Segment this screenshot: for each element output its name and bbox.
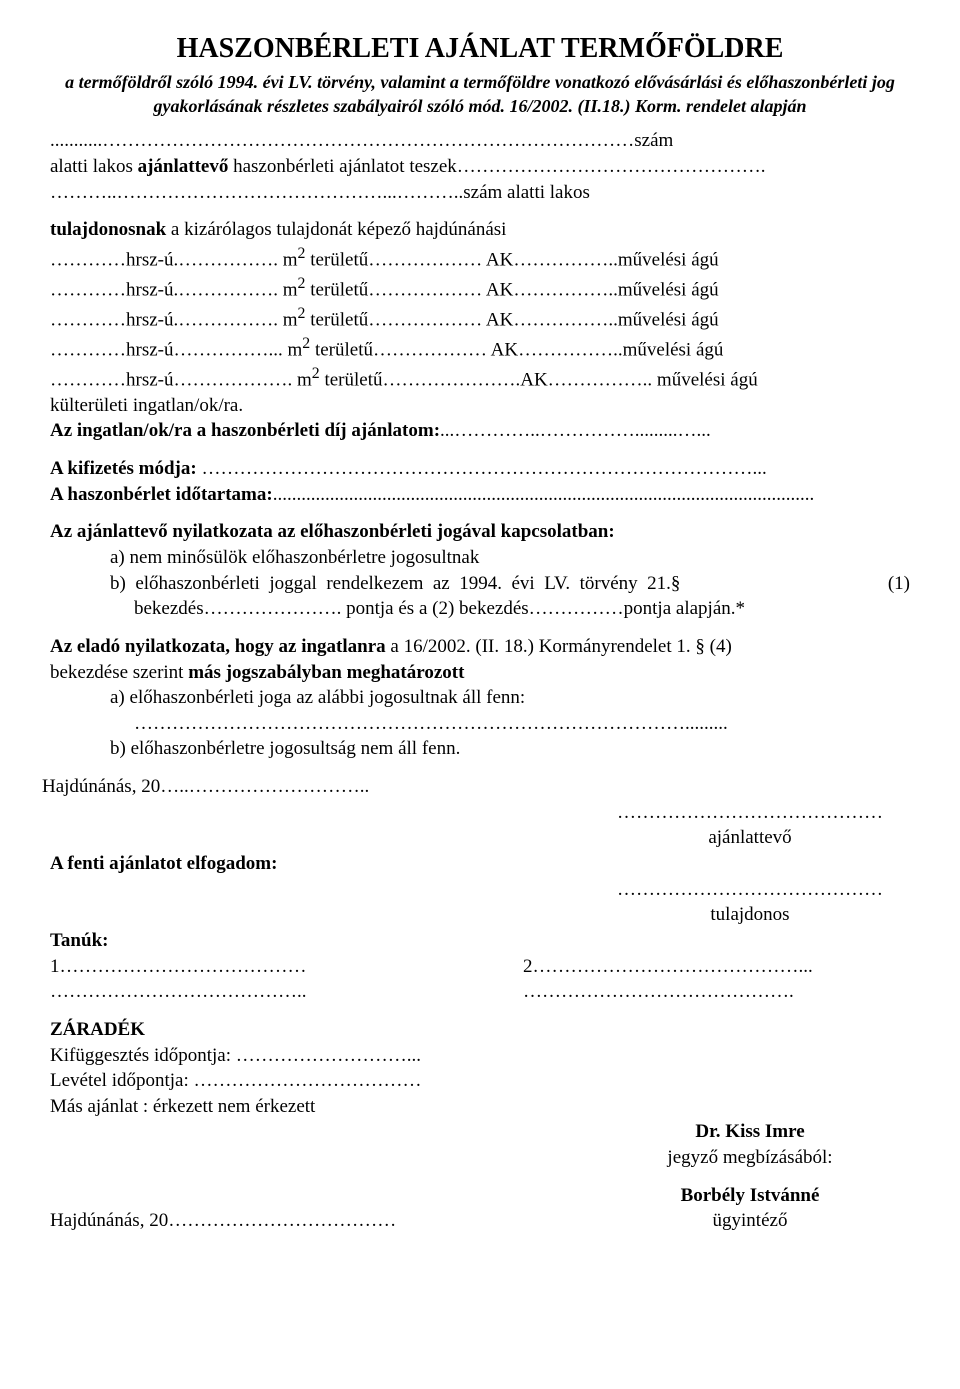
text-fragment: alatti lakos — [50, 156, 138, 177]
line-tulajdonos: tulajdonosnak a kizárólagos tulajdonát k… — [50, 217, 910, 243]
signature-ugyintezo: Borbély Istvánné ügyintéző — [590, 1183, 910, 1234]
text-fragment: területű……………… AK……………..művelési ágú — [305, 309, 718, 330]
text-fragment: területű………………….AK…………….. művelési ágú — [320, 369, 758, 390]
spacer — [50, 205, 910, 217]
spacer — [50, 622, 910, 634]
tanuk-row-2: ………………………………….. ……………………………………. — [50, 979, 910, 1005]
spacer — [50, 1171, 910, 1183]
line-szam: ...........…………………………………………………………………………s… — [50, 128, 910, 154]
bold-dij: Az ingatlan/ok/ra a haszonbérleti díj aj… — [50, 420, 440, 441]
text-fragment: …………hrsz-ú.……………. m — [50, 279, 298, 300]
date-top: Hajdúnánás, 20…..……………………….. — [42, 774, 910, 800]
document-title: HASZONBÉRLETI AJÁNLAT TERMŐFÖLDRE — [50, 30, 910, 68]
signature-tulajdonos: …………………………………… tulajdonos — [590, 877, 910, 928]
tanuk-1: 1………………………………… — [50, 954, 437, 980]
jegyzo-label: jegyző megbízásából: — [590, 1145, 910, 1171]
dr-kiss: Dr. Kiss Imre — [590, 1119, 910, 1145]
bold-kifizetes: A kifizetés módja: — [50, 458, 197, 479]
signature-ajanlattevo: …………………………………… ajánlattevő — [590, 800, 910, 851]
text-fragment: a 16/2002. (II. 18.) Kormányrendelet 1. … — [390, 636, 731, 657]
text-fragment: területű……………… AK……………..művelési ágú — [310, 339, 723, 360]
tanuk-2: 2……………………………………... — [523, 954, 910, 980]
tanuk-1b: ………………………………….. — [50, 979, 437, 1005]
text-fragment: ........................................… — [273, 484, 815, 505]
text-fragment: …………hrsz-ú.……………. m — [50, 309, 298, 330]
sig-dots: …………………………………… — [590, 800, 910, 826]
mas-ajanlat: Más ajánlat : érkezett nem érkezett — [50, 1094, 910, 1120]
date-bottom: Hajdúnánás, 20……………………………… — [50, 1208, 396, 1234]
bottom-sig-row: Hajdúnánás, 20……………………………… Borbély Istvá… — [50, 1183, 910, 1234]
elado-line-1: Az eladó nyilatkozata, hogy az ingatlanr… — [50, 634, 910, 660]
fenti-elfogadom: A fenti ajánlatot elfogadom: — [50, 851, 910, 877]
spacer — [50, 444, 910, 456]
text-fragment: haszonbérleti ajánlatot teszek…………………………… — [228, 156, 765, 177]
text-fragment: a kizárólagos tulajdonát képező hajdúnán… — [166, 219, 506, 240]
nyilatkozat-list: a) nem minősülök előhaszonbérletre jogos… — [50, 545, 910, 622]
idotartam-line: A haszonbérlet időtartama:..............… — [50, 482, 910, 508]
text-fragment: bekezdése szerint — [50, 662, 188, 683]
nyilatkozat-title: Az ajánlattevő nyilatkozata az előhaszon… — [50, 519, 910, 545]
dij-line: Az ingatlan/ok/ra a haszonbérleti díj aj… — [50, 418, 910, 444]
levetel: Levétel időpontja: ……………………………… — [50, 1068, 910, 1094]
spacer — [50, 762, 910, 774]
text-fragment: ...…………..…………….........…... — [440, 420, 711, 441]
superscript-2: 2 — [312, 365, 320, 382]
line-lakos-1: alatti lakos ajánlattevő haszonbérleti a… — [50, 154, 910, 180]
document-page: HASZONBÉRLETI AJÁNLAT TERMŐFÖLDRE a term… — [0, 0, 960, 1274]
kulterulet: külterületi ingatlan/ok/ra. — [50, 393, 910, 419]
bold-mas: más jogszabályban meghatározott — [188, 662, 464, 683]
list-item-a-dots: ……………………………………………………………………………......... — [110, 711, 910, 737]
list-item-a: a) nem minősülök előhaszonbérletre jogos… — [110, 545, 910, 571]
text-fragment: …………hrsz-ú……………... m — [50, 339, 302, 360]
zaradek-label: ZÁRADÉK — [50, 1017, 910, 1043]
hrsz-line-3: …………hrsz-ú.……………. m2 területű……………… AK……… — [50, 303, 910, 333]
bold-tulajdonos: tulajdonosnak — [50, 219, 166, 240]
bold-elado: Az eladó nyilatkozata, hogy az ingatlanr… — [50, 636, 390, 657]
ugyintezo-label: ügyintéző — [590, 1208, 910, 1234]
borbely: Borbély Istvánné — [590, 1183, 910, 1209]
list-item-a: a) előhaszonbérleti joga az alábbi jogos… — [110, 685, 910, 711]
text-fragment: (1) — [888, 571, 910, 597]
elado-list: a) előhaszonbérleti joga az alábbi jogos… — [50, 685, 910, 762]
hrsz-line-5: …………hrsz-ú………………. m2 területű………………….AK…… — [50, 363, 910, 393]
spacer — [50, 507, 910, 519]
text-fragment: b) előhaszonbérleti joggal rendelkezem a… — [110, 571, 680, 597]
line-lakos-2: ………..……………………………………...………..szám alatti l… — [50, 180, 910, 206]
list-item-b-line2: bekezdés…………………. pontja és a (2) bekezdé… — [110, 596, 910, 622]
bold-ajanlattevo: ajánlattevő — [138, 156, 229, 177]
spacer — [50, 1005, 910, 1017]
tanuk-label: Tanúk: — [50, 928, 910, 954]
hrsz-line-2: …………hrsz-ú.……………. m2 területű……………… AK……… — [50, 273, 910, 303]
hrsz-line-4: …………hrsz-ú……………... m2 területű……………… AK…… — [50, 333, 910, 363]
text-fragment: …………hrsz-ú………………. m — [50, 369, 312, 390]
kifuggesztes: Kifüggesztés időpontja: ………………………... — [50, 1043, 910, 1069]
sig-dots: …………………………………… — [590, 877, 910, 903]
text-fragment: ……………………………………………………………………………... — [197, 458, 767, 479]
text-fragment: területű……………… AK……………..művelési ágú — [305, 249, 718, 270]
sig-label-ajanlattevo: ajánlattevő — [590, 825, 910, 851]
list-item-b: b) előhaszonbérletre jogosultság nem áll… — [110, 736, 910, 762]
hrsz-line-1: …………hrsz-ú.……………. m2 területű……………… AK……… — [50, 243, 910, 273]
tanuk-2b: ……………………………………. — [523, 979, 910, 1005]
text-fragment: területű……………… AK……………..művelési ágú — [305, 279, 718, 300]
tanuk-row-1: 1………………………………… 2……………………………………... — [50, 954, 910, 980]
text-fragment: …………hrsz-ú.……………. m — [50, 249, 298, 270]
list-item-b-line1: b) előhaszonbérleti joggal rendelkezem a… — [110, 571, 910, 597]
document-subtitle: a termőföldről szóló 1994. évi LV. törvé… — [50, 70, 910, 119]
signature-jegyzo: Dr. Kiss Imre jegyző megbízásából: — [590, 1119, 910, 1170]
elado-line-2: bekezdése szerint más jogszabályban megh… — [50, 660, 910, 686]
kifizetes-line: A kifizetés módja: ………………………………………………………… — [50, 456, 910, 482]
bold-idotartam: A haszonbérlet időtartama: — [50, 484, 273, 505]
superscript-2: 2 — [302, 335, 310, 352]
sig-label-tulajdonos: tulajdonos — [590, 902, 910, 928]
